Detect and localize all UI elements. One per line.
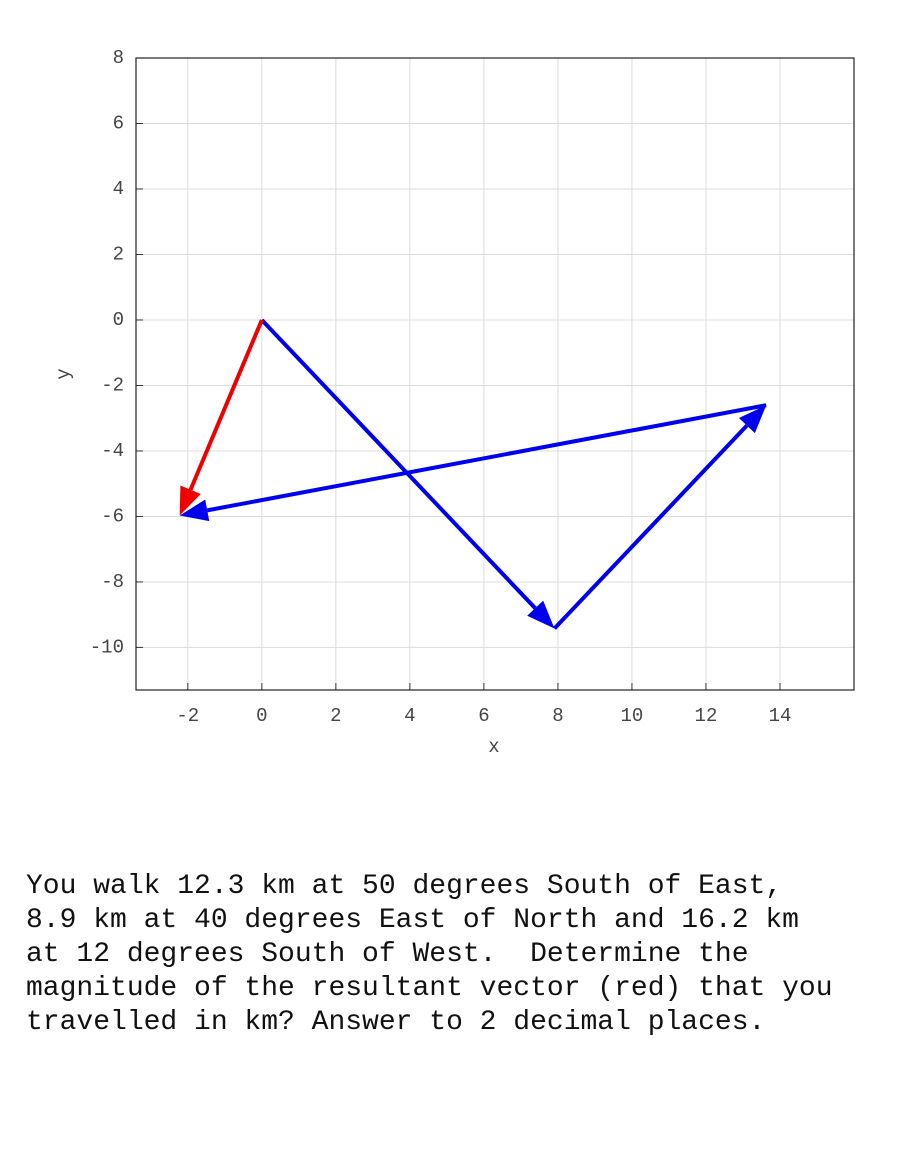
x-tick-label: 14 (769, 705, 792, 727)
question-line: 8.9 km at 40 degrees East of North and 1… (26, 905, 799, 936)
vector-shaft (260, 318, 537, 610)
x-tick-label: 0 (256, 705, 267, 727)
y-tick-label: 2 (113, 243, 124, 265)
y-tick-label: 8 (113, 47, 124, 69)
question-line: at 12 degrees South of West. Determine t… (26, 939, 749, 970)
vector-shaft (206, 403, 767, 513)
vector-shaft (552, 424, 749, 630)
y-tick-label: 4 (113, 178, 124, 200)
chart: x y -2 0 2 4 6 8 10 12 14 -10 -8 -6 -4 -2 0 2 4 6 8 (53, 47, 855, 758)
x-tick-label: 4 (404, 705, 415, 727)
y-tick-label: -6 (101, 505, 124, 527)
plot-frame (135, 57, 855, 691)
y-tick-label: -10 (90, 636, 124, 658)
question-line: travelled in km? Answer to 2 decimal pla… (26, 1007, 766, 1038)
x-tick-label: 2 (330, 705, 341, 727)
y-tick-label: -8 (101, 571, 124, 593)
arrow-head (527, 600, 555, 629)
x-tick-label: 6 (478, 705, 489, 727)
y-tick-label: -2 (101, 374, 124, 396)
x-axis-label: x (488, 736, 499, 758)
x-tick-label: 8 (552, 705, 563, 727)
y-tick-label: -4 (101, 440, 124, 462)
arrow-head (738, 405, 767, 434)
vector-shaft (188, 319, 264, 491)
x-tick-label: -2 (176, 705, 199, 727)
y-axis-label: y (53, 368, 75, 379)
question-line: You walk 12.3 km at 50 degrees South of … (26, 871, 783, 902)
arrow-head (179, 499, 210, 522)
arrow-head (179, 485, 201, 516)
question-line: magnitude of the resultant vector (red) … (26, 973, 833, 1004)
x-tick-label: 10 (621, 705, 644, 727)
y-tick-label: 0 (113, 309, 124, 331)
y-tick-label: 6 (113, 113, 124, 135)
x-tick-label: 12 (695, 705, 718, 727)
